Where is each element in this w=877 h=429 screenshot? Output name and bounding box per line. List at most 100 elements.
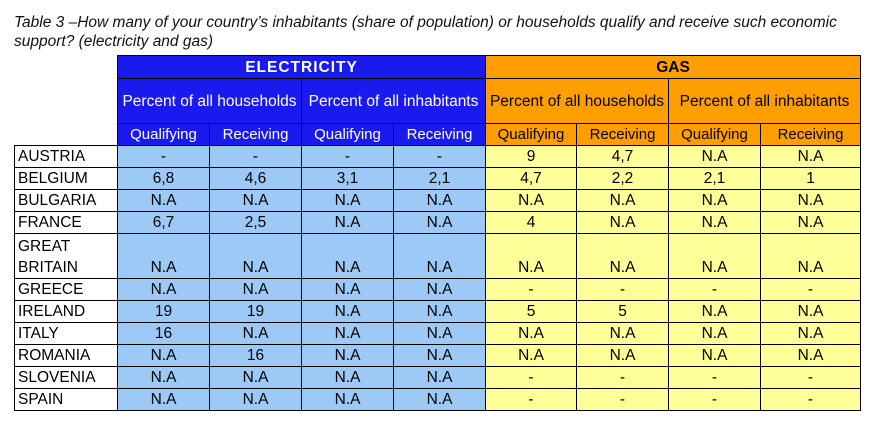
table-body: AUSTRIA - - - -9 4,7 N.A N.A BELGIUM 6,8 4,6 3,1 2,1…: [14, 145, 862, 411]
gas-value-cell: N.A: [485, 322, 577, 345]
electricity-value-cell: N.A: [393, 366, 486, 389]
electricity-value-cell: N.A: [393, 300, 486, 323]
gas-value-cell: N.A: [668, 322, 761, 345]
gas-value-cell: -: [668, 388, 761, 411]
gas-value-cell: -: [576, 278, 669, 301]
electricity-value-cell: N.A: [393, 278, 486, 301]
table-row: AUSTRIA - - - -9 4,7 N.A N.A: [14, 145, 862, 168]
electricity-value-cell: N.A: [301, 366, 394, 389]
country-cell: FRANCE: [14, 211, 118, 234]
gas-header: GAS: [484, 55, 862, 79]
electricity-value-cell: 19: [209, 300, 302, 323]
gas-value-cell: -: [759, 278, 862, 301]
electricity-header: ELECTRICITY: [117, 55, 486, 79]
electricity-value-cell: N.A: [301, 300, 394, 323]
electricity-value-cell: N.A: [117, 189, 210, 212]
electricity-value-cell: N.A: [393, 344, 486, 367]
gas-value-cell: N.A: [576, 344, 669, 367]
electricity-value-cell: -: [393, 145, 486, 168]
gas-value-cell: N.A: [576, 233, 669, 279]
elec-households-header: Percent of all households: [117, 78, 302, 124]
country-cell: GREAT BRITAIN: [14, 233, 118, 279]
country-cell: AUSTRIA: [14, 145, 118, 168]
electricity-value-cell: -: [301, 145, 394, 168]
gas-value-cell: -: [485, 366, 577, 389]
column-header-qualifying: Qualifying: [668, 123, 761, 146]
electricity-value-cell: N.A: [393, 233, 486, 279]
gas-value-cell: 4,7: [576, 145, 669, 168]
electricity-value-cell: N.A: [117, 344, 210, 367]
support-table: ELECTRICITY GAS Percent of all household…: [14, 55, 862, 411]
gas-value-cell: N.A: [576, 189, 669, 212]
gas-value-cell: 5: [485, 300, 577, 323]
table-row: SLOVENIA N.A N.A N.A N.A - - - -: [14, 366, 862, 389]
electricity-value-cell: N.A: [117, 233, 210, 279]
table-row: BULGARIA N.A N.A N.A N.A N.A N.A N.A N.A: [14, 189, 862, 212]
country-cell: BELGIUM: [14, 167, 118, 190]
corner-cell: [15, 124, 118, 146]
gas-value-cell: N.A: [668, 145, 761, 168]
gas-value-cell: 2,1: [668, 167, 761, 190]
gas-value-cell: N.A: [759, 233, 862, 279]
electricity-value-cell: N.A: [301, 322, 394, 345]
electricity-value-cell: N.A: [209, 278, 302, 301]
gas-value-cell: N.A: [485, 344, 577, 367]
gas-value-cell: N.A: [668, 211, 761, 234]
gas-value-cell: N.A: [485, 189, 577, 212]
electricity-value-cell: 19: [117, 300, 210, 323]
table-row: SPAIN N.A N.A N.A N.A - - - -: [14, 388, 862, 411]
electricity-value-cell: 16: [209, 344, 302, 367]
gas-value-cell: 4: [485, 211, 577, 234]
gas-value-cell: N.A: [668, 233, 761, 279]
electricity-value-cell: 3,1: [301, 167, 394, 190]
gas-value-cell: N.A: [668, 189, 761, 212]
gas-value-cell: -: [668, 366, 761, 389]
electricity-value-cell: N.A: [117, 366, 210, 389]
gas-households-header: Percent of all households: [485, 78, 669, 124]
column-header-receiving: Receiving: [576, 123, 669, 146]
electricity-value-cell: N.A: [209, 322, 302, 345]
gas-value-cell: N.A: [576, 211, 669, 234]
gas-value-cell: -: [485, 388, 577, 411]
column-header-receiving: Receiving: [209, 123, 302, 146]
table-row: GREECE N.A N.A N.A N.A - - - -: [14, 278, 862, 301]
gas-value-cell: -: [759, 388, 862, 411]
gas-value-cell: N.A: [576, 322, 669, 345]
electricity-value-cell: -: [117, 145, 210, 168]
electricity-value-cell: 4,6: [209, 167, 302, 190]
electricity-value-cell: N.A: [301, 278, 394, 301]
table-row: BELGIUM 6,8 4,6 3,1 2,1 4,7 2,2 2,1 1: [14, 167, 862, 190]
electricity-value-cell: N.A: [301, 388, 394, 411]
gas-value-cell: -: [576, 388, 669, 411]
country-cell: IRELAND: [14, 300, 118, 323]
elec-inhabitants-header: Percent of all inhabitants: [301, 78, 486, 124]
gas-value-cell: N.A: [668, 344, 761, 367]
table-row: ITALY 16 N.A N.A N.A N.A N.A N.A N.A: [14, 322, 862, 345]
electricity-value-cell: N.A: [393, 388, 486, 411]
electricity-value-cell: N.A: [117, 388, 210, 411]
electricity-value-cell: N.A: [209, 366, 302, 389]
gas-value-cell: 1: [759, 167, 862, 190]
gas-value-cell: -: [485, 278, 577, 301]
electricity-value-cell: 2,5: [209, 211, 302, 234]
table-row: ROMANIA N.A 16 N.A N.A N.A N.A N.A N.A: [14, 344, 862, 367]
gas-value-cell: N.A: [759, 322, 862, 345]
country-cell: SPAIN: [14, 388, 118, 411]
table-row: FRANCE 6,7 2,5 N.A N.A 4 N.A N.A N.A: [14, 211, 862, 234]
electricity-value-cell: 2,1: [393, 167, 486, 190]
country-cell: BULGARIA: [14, 189, 118, 212]
country-cell: ITALY: [14, 322, 118, 345]
electricity-value-cell: N.A: [301, 211, 394, 234]
gas-value-cell: N.A: [485, 233, 577, 279]
gas-value-cell: N.A: [759, 300, 862, 323]
gas-inhabitants-header: Percent of all inhabitants: [667, 78, 862, 124]
electricity-value-cell: 6,8: [117, 167, 210, 190]
gas-value-cell: 9: [485, 145, 577, 168]
table-row: GREAT BRITAIN N.A N.A N.A N.A N.A N.A N.A N.A: [14, 233, 862, 279]
column-header-qualifying: Qualifying: [301, 123, 394, 146]
electricity-value-cell: N.A: [393, 211, 486, 234]
electricity-value-cell: N.A: [301, 344, 394, 367]
column-header-qualifying: Qualifying: [117, 123, 210, 146]
electricity-value-cell: N.A: [393, 189, 486, 212]
electricity-value-cell: 16: [117, 322, 210, 345]
